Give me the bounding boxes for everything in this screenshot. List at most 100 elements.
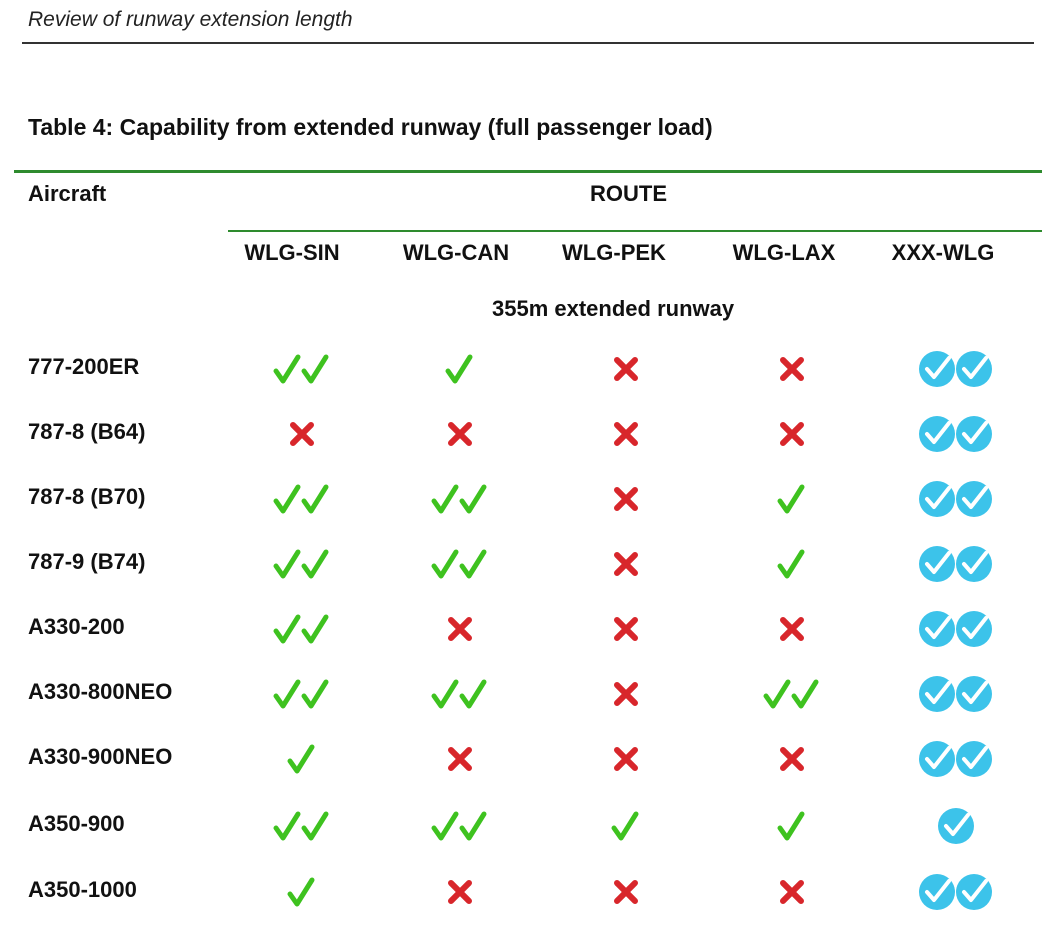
capability-cell <box>242 806 362 846</box>
route-sub-rule <box>228 230 1042 232</box>
check-icon <box>777 811 805 841</box>
capability-cell <box>896 739 1016 779</box>
cross-icon <box>614 682 638 706</box>
aircraft-label: 777-200ER <box>28 354 140 379</box>
capability-cell <box>896 349 1016 389</box>
table-top-rule <box>14 170 1042 173</box>
capability-cell <box>896 479 1016 519</box>
capability-cell <box>732 349 852 389</box>
cross-icon <box>448 747 472 771</box>
capability-cell <box>566 806 686 846</box>
double-check-icon <box>431 549 487 579</box>
check-icon <box>611 811 639 841</box>
cross-icon <box>448 422 472 446</box>
capability-cell <box>566 414 686 454</box>
aircraft-label: 787-9 (B74) <box>28 549 146 574</box>
cross-icon <box>614 357 638 381</box>
double-blue-check-icon <box>919 611 992 647</box>
capability-cell <box>896 609 1016 649</box>
capability-cell <box>896 806 1016 846</box>
double-check-icon <box>273 484 329 514</box>
capability-cell <box>566 479 686 519</box>
double-check-icon <box>273 354 329 384</box>
cross-icon <box>614 552 638 576</box>
aircraft-label: 787-8 (B70) <box>28 484 146 509</box>
double-check-icon <box>431 484 487 514</box>
capability-cell <box>400 872 520 912</box>
route-header-5: XXX-WLG <box>891 240 995 265</box>
capability-cell <box>732 544 852 584</box>
capability-cell <box>242 674 362 714</box>
route-header-2: WLG-CAN <box>402 240 510 265</box>
cross-icon <box>614 422 638 446</box>
double-blue-check-icon <box>919 874 992 910</box>
capability-cell <box>400 414 520 454</box>
aircraft-label: A330-900NEO <box>28 744 173 769</box>
cross-icon <box>780 747 804 771</box>
capability-cell <box>242 479 362 519</box>
double-check-icon <box>273 811 329 841</box>
double-check-icon <box>431 679 487 709</box>
check-icon <box>287 744 315 774</box>
capability-cell <box>400 739 520 779</box>
double-check-icon <box>273 614 329 644</box>
route-header-1: WLG-SIN <box>244 240 340 265</box>
check-icon <box>445 354 473 384</box>
capability-cell <box>896 872 1016 912</box>
cross-icon <box>614 617 638 641</box>
cross-icon <box>614 880 638 904</box>
double-blue-check-icon <box>919 416 992 452</box>
table-subtitle: 355m extended runway <box>492 296 735 321</box>
route-header-3: WLG-PEK <box>562 240 666 265</box>
cross-icon <box>614 487 638 511</box>
double-check-icon <box>273 679 329 709</box>
route-header-4: WLG-LAX <box>732 240 836 265</box>
capability-cell <box>242 609 362 649</box>
capability-cell <box>400 479 520 519</box>
capability-cell <box>566 544 686 584</box>
cross-icon <box>780 422 804 446</box>
aircraft-column-header: Aircraft <box>28 181 107 206</box>
capability-cell <box>896 414 1016 454</box>
capability-cell <box>732 414 852 454</box>
double-blue-check-icon <box>919 741 992 777</box>
capability-cell <box>242 872 362 912</box>
aircraft-label: A330-200 <box>28 614 125 639</box>
cross-icon <box>448 880 472 904</box>
cross-icon <box>780 617 804 641</box>
check-icon <box>287 877 315 907</box>
check-icon <box>777 484 805 514</box>
capability-cell <box>732 806 852 846</box>
capability-cell <box>242 349 362 389</box>
capability-cell <box>566 609 686 649</box>
cross-icon <box>780 357 804 381</box>
aircraft-label: 787-8 (B64) <box>28 419 146 444</box>
double-blue-check-icon <box>919 481 992 517</box>
document-header: Review of runway extension length <box>28 8 353 31</box>
cross-icon <box>290 422 314 446</box>
check-icon <box>777 549 805 579</box>
blue-check-icon <box>938 808 974 844</box>
capability-cell <box>400 806 520 846</box>
aircraft-label: A350-900 <box>28 811 125 836</box>
cross-icon <box>780 880 804 904</box>
capability-cell <box>242 414 362 454</box>
header-divider <box>22 42 1034 44</box>
capability-cell <box>732 872 852 912</box>
capability-cell <box>896 544 1016 584</box>
double-blue-check-icon <box>919 676 992 712</box>
double-blue-check-icon <box>919 546 992 582</box>
double-blue-check-icon <box>919 351 992 387</box>
cross-icon <box>448 617 472 641</box>
capability-cell <box>732 479 852 519</box>
capability-cell <box>732 609 852 649</box>
cross-icon <box>614 747 638 771</box>
capability-cell <box>242 544 362 584</box>
double-check-icon <box>763 679 819 709</box>
double-check-icon <box>431 811 487 841</box>
capability-cell <box>400 349 520 389</box>
aircraft-label: A330-800NEO <box>28 679 173 704</box>
route-column-header: ROUTE <box>590 181 667 206</box>
capability-cell <box>400 609 520 649</box>
capability-cell <box>732 674 852 714</box>
